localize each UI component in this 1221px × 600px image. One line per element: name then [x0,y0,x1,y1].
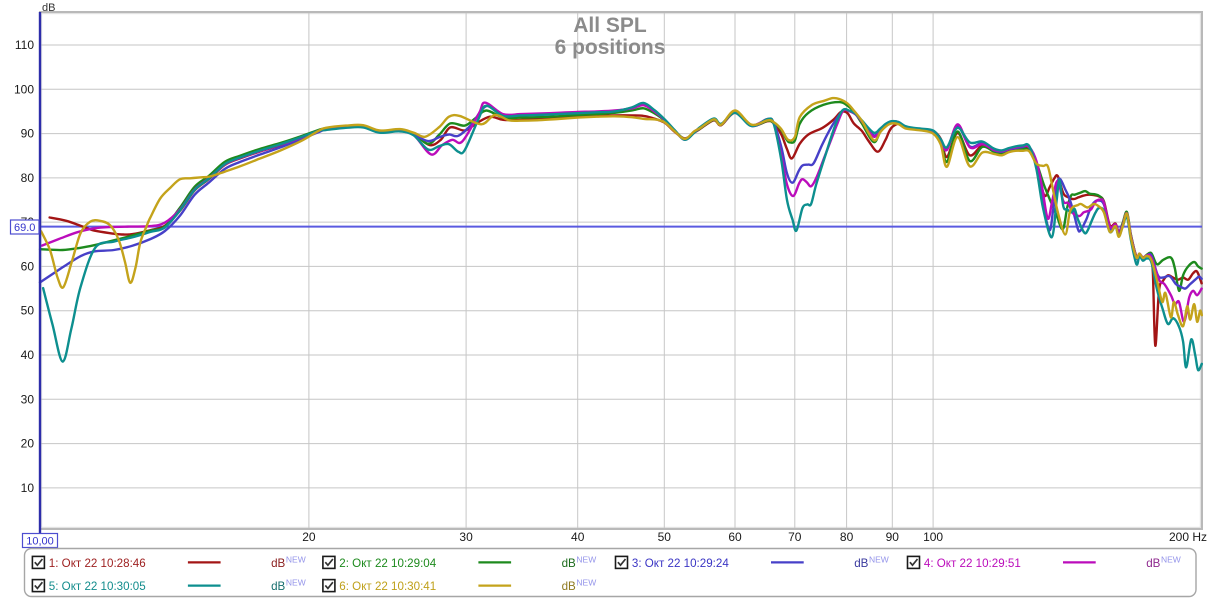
svg-text:dB: dB [562,557,576,570]
svg-text:5: Окт 22 10:30:05: 5: Окт 22 10:30:05 [49,580,146,593]
svg-text:60: 60 [21,259,35,273]
svg-text:90: 90 [21,127,35,141]
svg-text:NEW: NEW [576,554,596,564]
svg-text:NEW: NEW [286,578,306,588]
svg-text:1: Окт 22 10:28:46: 1: Окт 22 10:28:46 [49,557,146,570]
svg-text:50: 50 [658,530,672,544]
svg-text:50: 50 [21,304,35,318]
svg-text:dB: dB [42,2,55,14]
svg-text:10: 10 [21,481,35,495]
svg-text:70: 70 [788,530,802,544]
svg-text:All SPL: All SPL [573,14,647,37]
svg-text:dB: dB [271,580,285,593]
svg-text:NEW: NEW [869,554,889,564]
svg-text:NEW: NEW [286,554,306,564]
svg-text:6: Окт 22 10:30:41: 6: Окт 22 10:30:41 [339,580,436,593]
svg-text:30: 30 [459,530,473,544]
svg-text:dB: dB [271,557,285,570]
svg-text:20: 20 [302,530,316,544]
svg-text:dB: dB [562,580,576,593]
svg-text:80: 80 [21,171,35,185]
svg-text:110: 110 [15,38,34,52]
svg-text:NEW: NEW [576,578,596,588]
svg-text:dB: dB [854,557,868,570]
svg-text:NEW: NEW [1161,554,1181,564]
svg-text:6 positions: 6 positions [555,36,666,59]
svg-text:20: 20 [21,437,35,451]
svg-text:40: 40 [21,348,35,362]
svg-text:200 Hz: 200 Hz [1169,530,1207,544]
svg-text:10,00: 10,00 [26,536,54,548]
svg-text:60: 60 [728,530,742,544]
svg-text:4: Окт 22 10:29:51: 4: Окт 22 10:29:51 [924,557,1021,570]
svg-text:90: 90 [886,530,900,544]
svg-text:30: 30 [21,392,35,406]
svg-text:100: 100 [14,82,34,96]
svg-text:69.0: 69.0 [14,222,35,234]
svg-text:dB: dB [1146,557,1160,570]
svg-text:80: 80 [840,530,854,544]
svg-text:100: 100 [923,530,943,544]
svg-text:2: Окт 22 10:29:04: 2: Окт 22 10:29:04 [339,557,436,570]
svg-text:40: 40 [571,530,585,544]
svg-text:3: Окт 22 10:29:24: 3: Окт 22 10:29:24 [632,557,729,570]
